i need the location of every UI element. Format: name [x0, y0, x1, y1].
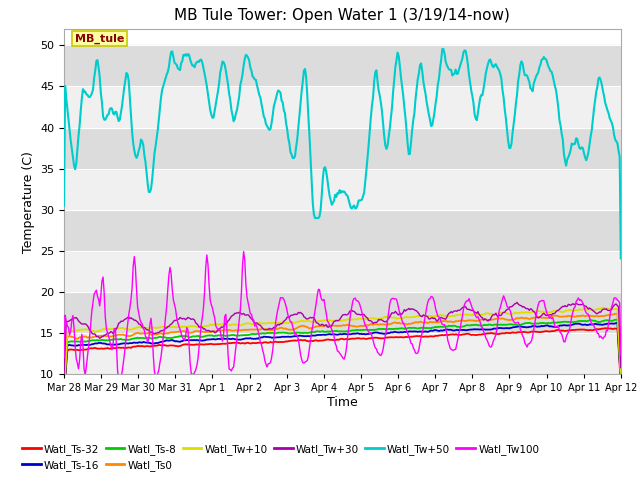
Line: Watl_Tw+30: Watl_Tw+30: [64, 302, 621, 375]
Watl_Ts-16: [392, 329, 399, 335]
Watl_Tw100: [60, 355, 68, 360]
Line: Watl_Ts-8: Watl_Ts-8: [64, 320, 621, 391]
Watl_Ts-8: [324, 329, 332, 335]
Watl_Tw100: [394, 300, 401, 306]
Watl_Ts-32: [328, 337, 335, 343]
Line: Watl_Tw+50: Watl_Tw+50: [64, 49, 621, 258]
Watl_Ts0: [60, 385, 68, 391]
Watl_Ts-16: [516, 324, 524, 329]
Watl_Ts0: [362, 322, 369, 328]
Watl_Ts-16: [362, 332, 369, 337]
Watl_Tw+10: [328, 318, 335, 324]
Line: Watl_Ts-32: Watl_Ts-32: [64, 328, 621, 396]
Watl_Tw+30: [617, 365, 625, 371]
Watl_Tw100: [115, 377, 122, 383]
Watl_Ts-8: [362, 327, 369, 333]
Watl_Tw100: [327, 324, 335, 330]
Watl_Tw+10: [617, 370, 625, 375]
Bar: [64, 251, 621, 292]
Watl_Ts0: [516, 315, 524, 321]
Bar: [64, 168, 621, 210]
Watl_Tw+50: [605, 110, 612, 116]
Watl_Tw+50: [440, 46, 447, 52]
Watl_Ts-16: [328, 332, 335, 337]
Watl_Ts-8: [516, 322, 524, 327]
Watl_Tw100: [240, 249, 248, 254]
Watl_Ts-32: [392, 334, 399, 340]
Watl_Ts-8: [392, 326, 399, 332]
Watl_Tw+50: [392, 64, 399, 70]
Watl_Tw+30: [328, 323, 335, 328]
Bar: [64, 292, 621, 333]
Y-axis label: Temperature (C): Temperature (C): [22, 151, 35, 252]
Watl_Ts-32: [516, 329, 524, 335]
Watl_Tw+30: [513, 300, 521, 305]
Watl_Ts-32: [362, 336, 369, 342]
Watl_Tw+30: [362, 313, 369, 319]
Watl_Ts-8: [60, 388, 68, 394]
Watl_Ts-8: [604, 317, 611, 323]
Watl_Tw100: [606, 315, 614, 321]
Watl_Ts-16: [612, 320, 620, 326]
Watl_Ts0: [617, 372, 625, 378]
Legend: Watl_Ts-32, Watl_Ts-16, Watl_Ts-8, Watl_Ts0, Watl_Tw+10, Watl_Tw+30, Watl_Tw+50,: Watl_Ts-32, Watl_Ts-16, Watl_Ts-8, Watl_…: [18, 439, 543, 475]
Watl_Tw+10: [599, 305, 607, 311]
Watl_Tw+10: [362, 316, 369, 322]
Watl_Ts0: [612, 311, 620, 316]
Bar: [64, 86, 621, 128]
Watl_Tw100: [617, 352, 625, 358]
Watl_Ts-32: [60, 393, 68, 398]
Watl_Ts-16: [617, 377, 625, 383]
Title: MB Tule Tower: Open Water 1 (3/19/14-now): MB Tule Tower: Open Water 1 (3/19/14-now…: [175, 9, 510, 24]
Watl_Tw100: [519, 333, 527, 339]
Watl_Ts-32: [605, 325, 612, 331]
Watl_Tw+50: [518, 59, 525, 64]
Watl_Ts0: [324, 323, 332, 329]
Watl_Tw+10: [392, 315, 399, 321]
Watl_Ts-8: [614, 317, 621, 323]
Watl_Ts0: [392, 320, 399, 325]
Watl_Tw+10: [516, 310, 524, 315]
Watl_Ts-32: [617, 381, 625, 387]
Watl_Tw+30: [518, 303, 525, 309]
Bar: [64, 210, 621, 251]
Line: Watl_Tw+10: Watl_Tw+10: [64, 308, 621, 385]
Watl_Tw+30: [605, 308, 612, 313]
Watl_Tw+10: [60, 383, 68, 388]
X-axis label: Time: Time: [327, 396, 358, 409]
Line: Watl_Tw100: Watl_Tw100: [64, 252, 621, 380]
Text: MB_tule: MB_tule: [75, 33, 125, 44]
Line: Watl_Ts-16: Watl_Ts-16: [64, 323, 621, 393]
Line: Watl_Ts0: Watl_Ts0: [64, 313, 621, 388]
Watl_Ts-32: [602, 325, 609, 331]
Watl_Ts-8: [328, 328, 335, 334]
Watl_Tw100: [364, 328, 371, 334]
Watl_Tw+10: [324, 317, 332, 323]
Watl_Ts-16: [60, 390, 68, 396]
Watl_Ts-32: [324, 336, 332, 342]
Watl_Ts-16: [324, 331, 332, 337]
Watl_Tw+10: [605, 306, 612, 312]
Watl_Tw+50: [328, 202, 335, 208]
Watl_Tw+30: [324, 324, 332, 330]
Bar: [64, 128, 621, 168]
Watl_Ts-8: [617, 375, 625, 381]
Bar: [64, 45, 621, 86]
Watl_Tw+50: [60, 203, 68, 208]
Watl_Tw+30: [392, 309, 399, 314]
Bar: [64, 333, 621, 374]
Watl_Ts0: [328, 323, 335, 328]
Watl_Tw100: [330, 333, 338, 339]
Watl_Tw+50: [617, 255, 625, 261]
Watl_Tw+50: [362, 179, 369, 185]
Watl_Ts-16: [604, 321, 611, 326]
Watl_Ts0: [604, 312, 611, 318]
Watl_Tw+50: [324, 185, 332, 191]
Watl_Tw+30: [60, 372, 68, 378]
